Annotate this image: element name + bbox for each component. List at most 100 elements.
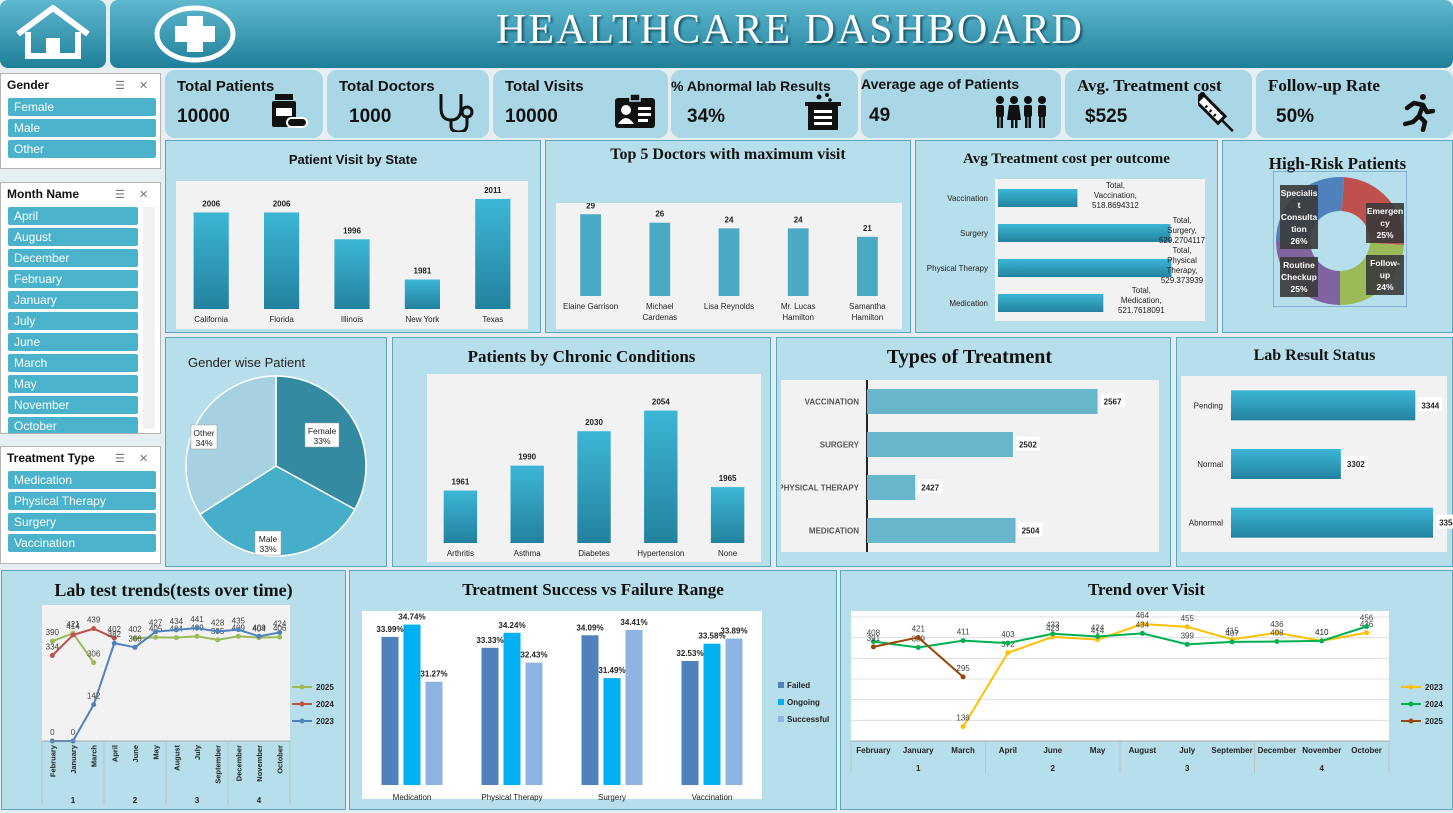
slicer-scrollbar[interactable] <box>143 207 155 429</box>
multi-select-icon[interactable]: ☰ <box>115 453 125 465</box>
slicer-item[interactable]: Medication <box>8 471 156 489</box>
legend-marker <box>299 718 305 724</box>
data-label: Routine <box>1283 260 1315 270</box>
data-point <box>91 702 97 708</box>
data-label: 24 <box>794 215 803 224</box>
panel-chronic: Patients by Chronic Conditions 1961 Arthr… <box>392 337 771 567</box>
data-point <box>1364 624 1370 630</box>
chart-title: Treatment Success vs Failure Range <box>462 580 724 599</box>
slicer-item[interactable]: April <box>8 207 138 225</box>
bar <box>1231 449 1341 479</box>
data-point <box>1095 634 1101 640</box>
data-label: 433 <box>1046 621 1060 630</box>
data-label: Total, <box>1132 286 1151 295</box>
slicer-item[interactable]: December <box>8 249 138 267</box>
kpi-card: Follow-up Rate 50% <box>1256 70 1453 138</box>
slicer-item[interactable]: August <box>8 228 138 246</box>
category-label: August <box>172 745 181 771</box>
data-point <box>194 625 200 631</box>
slicer-item[interactable]: November <box>8 396 138 414</box>
slicer-item[interactable]: May <box>8 375 138 393</box>
legend-swatch <box>778 682 784 688</box>
clear-filter-icon[interactable]: ✕ <box>139 80 149 92</box>
bar <box>998 189 1078 207</box>
panel-trend-visit: Trend over Visit 13637242341446445541543… <box>840 570 1453 810</box>
bar <box>481 647 499 785</box>
data-label: 26% <box>1290 236 1307 246</box>
clear-filter-icon[interactable]: ✕ <box>139 453 149 465</box>
category-label: Medication <box>949 299 988 308</box>
series-line <box>52 627 280 742</box>
category-label: March <box>90 745 99 768</box>
data-point <box>153 629 159 635</box>
slicer-item[interactable]: Surgery <box>8 513 156 531</box>
slicer-item[interactable]: Other <box>8 140 156 158</box>
chart-title: Trend over Visit <box>1087 580 1206 599</box>
kpi-value: 10000 <box>505 106 558 127</box>
slicer-item[interactable]: February <box>8 270 138 288</box>
slicer-item[interactable]: Physical Therapy <box>8 492 156 510</box>
category-label: April <box>999 746 1017 755</box>
kpi-card: Total Visits 10000 <box>493 70 668 138</box>
category-label: Medication <box>393 793 432 802</box>
category-label: February <box>48 744 57 777</box>
home-button[interactable] <box>0 0 106 68</box>
clear-filter-icon[interactable]: ✕ <box>139 189 149 201</box>
data-label: 25% <box>1290 284 1307 294</box>
category-label: Physical Therapy <box>481 793 542 802</box>
series-line <box>962 622 1367 728</box>
category-label: January <box>903 746 934 755</box>
home-icon <box>16 5 90 59</box>
data-label: Therapy, <box>1167 266 1198 275</box>
category-label: Samantha <box>849 302 886 311</box>
slicer-item[interactable]: January <box>8 291 138 309</box>
multi-select-icon[interactable]: ☰ <box>115 189 125 201</box>
bar <box>475 199 511 309</box>
slicer-item[interactable]: October <box>8 417 138 433</box>
category-label: SURGERY <box>820 441 860 450</box>
category-label: MEDICATION <box>809 527 859 536</box>
slicer-item[interactable]: Female <box>8 98 156 116</box>
id-card-icon <box>615 93 655 128</box>
slicer-item[interactable]: July <box>8 312 138 330</box>
bar <box>998 224 1171 242</box>
bar <box>649 222 671 296</box>
category-label: June <box>1043 746 1062 755</box>
data-label-box <box>1280 185 1318 249</box>
data-point <box>132 644 138 650</box>
legend-label: Ongoing <box>787 698 820 707</box>
data-label: 34.24% <box>498 621 525 630</box>
pie-slice <box>185 375 277 516</box>
bar <box>867 432 1013 457</box>
bar <box>334 239 370 309</box>
slicer-item[interactable]: June <box>8 333 138 351</box>
data-point <box>1319 638 1325 644</box>
bar <box>718 228 740 296</box>
data-label: 32.43% <box>520 651 547 660</box>
panel-success-failure: Treatment Success vs Failure Range 33.99… <box>349 570 837 810</box>
slicer-item[interactable]: March <box>8 354 138 372</box>
data-label: 464 <box>1136 611 1150 620</box>
data-label: Physical <box>1167 256 1197 265</box>
category-label: Florida <box>269 315 294 324</box>
kpi-label: Average age of Patients <box>861 76 1020 92</box>
chart-title: Patient Visit by State <box>288 152 418 167</box>
data-label: 403 <box>1001 630 1015 639</box>
data-label: 31.49% <box>598 666 625 675</box>
category-label: Michael <box>646 302 674 311</box>
kpi-label: Total Visits <box>505 78 584 95</box>
data-label: 2030 <box>585 418 603 427</box>
category-label: March <box>951 746 975 755</box>
data-label: 33.58% <box>698 632 725 641</box>
data-label: 1965 <box>719 474 737 483</box>
data-label: 439 <box>87 616 101 625</box>
data-label-box <box>1366 255 1404 295</box>
stethoscope-icon <box>439 94 474 132</box>
data-label: 411 <box>957 628 970 637</box>
slicer-item[interactable]: Vaccination <box>8 534 156 552</box>
group-label: 3 <box>1185 764 1190 773</box>
multi-select-icon[interactable]: ☰ <box>115 80 125 92</box>
bar <box>264 212 300 309</box>
data-label-box <box>1343 456 1368 470</box>
slicer-item[interactable]: Male <box>8 119 156 137</box>
